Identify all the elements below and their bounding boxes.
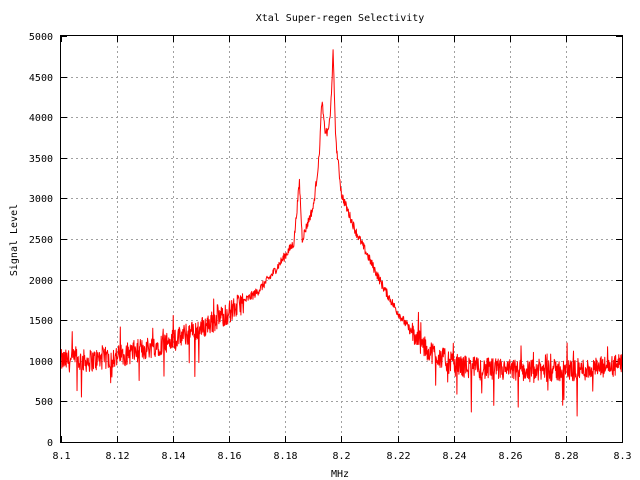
y-tick-label: 4000 [29, 113, 53, 124]
y-tick-label: 500 [35, 397, 53, 408]
y-tick-label: 5000 [29, 32, 53, 43]
x-tick-label: 8.2 [332, 451, 350, 462]
y-tick-label: 3000 [29, 194, 53, 205]
y-tick-label: 3500 [29, 154, 53, 165]
x-tick-label: 8.16 [217, 451, 241, 462]
y-tick-label: 0 [47, 438, 53, 449]
x-tick-label: 8.26 [498, 451, 522, 462]
series-layer [60, 49, 623, 417]
y-tick-label: 4500 [29, 73, 53, 84]
plot-frame [60, 35, 623, 443]
y-tick-label: 2000 [29, 276, 53, 287]
x-tick-label: 8.22 [386, 451, 410, 462]
x-tick-label: 8.24 [442, 451, 466, 462]
y-tick-label: 2500 [29, 235, 53, 246]
y-tick-label: 1500 [29, 316, 53, 327]
x-tick-label: 8.12 [105, 451, 129, 462]
x-tick-label: 8.28 [554, 451, 578, 462]
x-tick-label: 8.3 [613, 451, 631, 462]
grid [61, 36, 622, 442]
x-tick-label: 8.18 [273, 451, 297, 462]
y-tick-labels: 0 500 1000 1500 2000 2500 3000 3500 4000 4500 5000 [29, 32, 53, 449]
x-tick-labels: 8.1 8.12 8.14 8.16 8.18 8.2 8.22 8.24 8.26 8.28 8.… [52, 451, 631, 462]
x-tick-label: 8.14 [161, 451, 185, 462]
series-line [60, 49, 623, 417]
y-axis-label: Signal Level [9, 204, 20, 276]
x-axis-label: MHz [331, 469, 349, 480]
chart-title: Xtal Super-regen Selectivity [256, 13, 425, 24]
x-tick-label: 8.1 [52, 451, 70, 462]
y-tick-label: 1000 [29, 357, 53, 368]
